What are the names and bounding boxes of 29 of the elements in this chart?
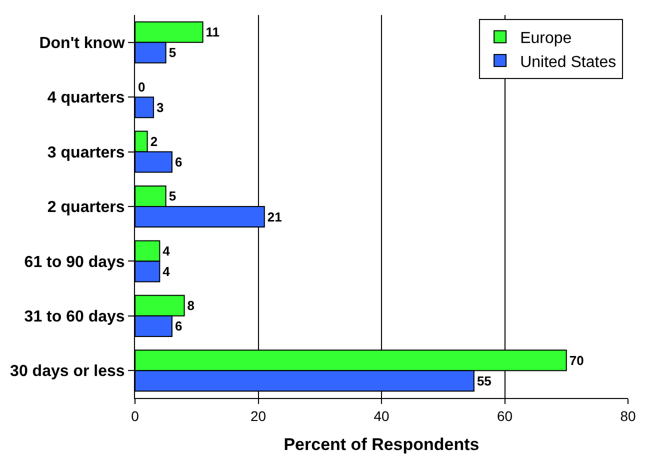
x-tick-label: 40 xyxy=(374,408,390,424)
data-label: 3 xyxy=(156,100,164,115)
y-tick-label: 4 quarters xyxy=(47,90,125,107)
data-label: 11 xyxy=(206,24,220,40)
y-tick-label: 31 to 60 days xyxy=(24,308,125,326)
data-label: 5 xyxy=(168,188,176,204)
x-tick-label: 20 xyxy=(250,408,266,424)
y-tick-label: Don't know xyxy=(39,34,126,52)
y-tick-label: 3 quarters xyxy=(47,144,125,162)
data-label: 21 xyxy=(267,209,282,224)
legend-label: Europe xyxy=(520,30,572,47)
data-label: 6 xyxy=(174,154,182,170)
data-label: 4 xyxy=(162,264,171,279)
data-label: 70 xyxy=(569,352,584,368)
y-tick-label: 2 quarters xyxy=(47,199,125,216)
data-label: 8 xyxy=(187,298,195,314)
data-label: 5 xyxy=(168,45,176,60)
data-label: 4 xyxy=(162,243,171,258)
x-tick-label: 60 xyxy=(496,408,513,424)
y-tick-label: 61 to 90 days xyxy=(24,254,125,271)
y-tick-label: 30 days or less xyxy=(10,363,125,380)
legend-label: United States xyxy=(520,54,616,71)
data-label: 2 xyxy=(150,134,158,150)
x-tick-label: 0 xyxy=(131,408,140,424)
data-label: 55 xyxy=(476,373,492,388)
x-axis-title: Percent of Respondents xyxy=(284,435,480,454)
data-label: 0 xyxy=(138,79,146,94)
x-tick-label: 80 xyxy=(620,408,636,424)
data-label: 6 xyxy=(174,318,182,334)
